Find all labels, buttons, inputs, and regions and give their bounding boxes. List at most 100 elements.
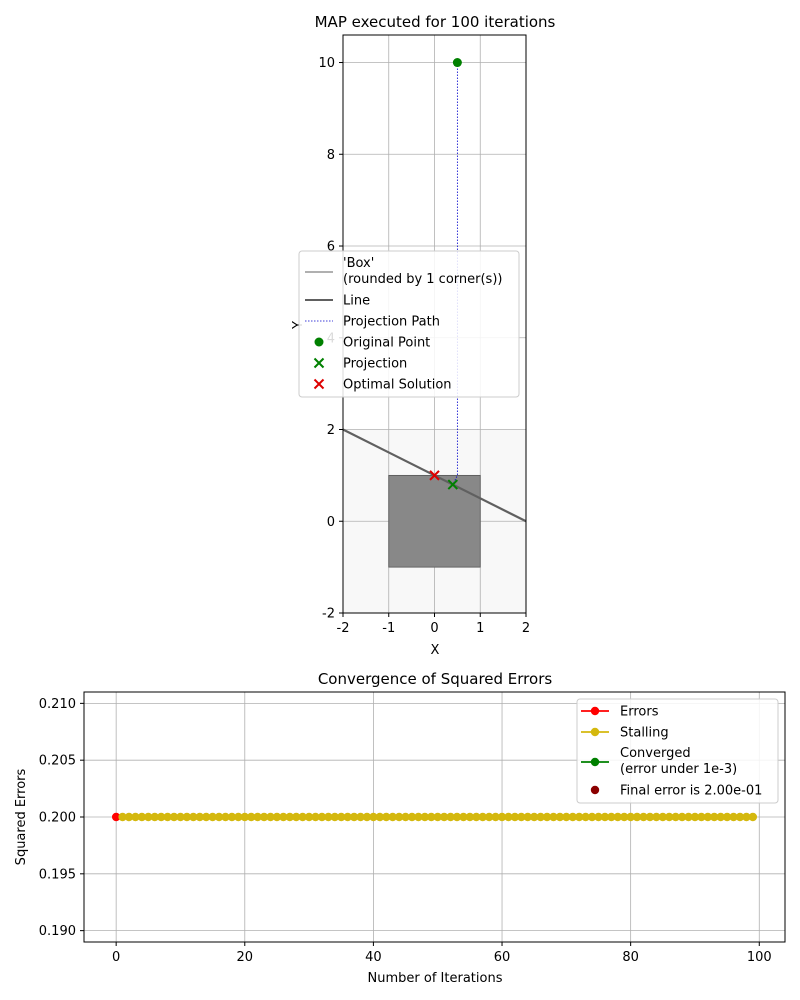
series-point-1-59: [491, 812, 500, 822]
series-point-1-32: [317, 812, 327, 822]
legend-label-4: Projection: [343, 357, 407, 372]
series-point-1-48: [420, 812, 430, 822]
chart2-xlabel: Number of Iterations: [368, 971, 503, 986]
series-point-1-78: [613, 812, 622, 822]
series-point-1-57: [478, 812, 487, 822]
series-point-1-40: [369, 812, 378, 822]
series-point-1-30: [304, 812, 314, 822]
series-point-1-88: [677, 812, 687, 822]
chart1-ytick-label: 0: [327, 515, 335, 530]
chart1-xlabel: X: [431, 643, 440, 658]
series-point-1-12: [189, 812, 198, 822]
series-point-1-5: [144, 812, 153, 822]
series-point-1-93: [710, 812, 719, 822]
series-point-1-82: [639, 812, 648, 822]
series-point-1-37: [349, 812, 359, 822]
series-point-1-18: [227, 812, 237, 822]
series-point-1-41: [375, 812, 385, 822]
chart1-ytick-label: 2: [327, 423, 335, 438]
series-point-1-38: [356, 812, 365, 822]
legend2-handle-dot-0: [590, 706, 600, 716]
series-point-1-15: [208, 812, 217, 822]
series-point-1-4: [137, 812, 147, 822]
series-point-1-53: [452, 812, 462, 822]
series-point-1-68: [549, 812, 558, 822]
series-point-1-60: [497, 812, 507, 822]
series-point-1-7: [156, 812, 166, 822]
series-point-1-22: [253, 812, 262, 822]
series-point-1-1: [118, 812, 127, 822]
series-point-1-35: [337, 812, 346, 822]
series-point-1-58: [484, 812, 494, 822]
series-point-1-73: [581, 812, 590, 822]
series-point-1-91: [697, 812, 706, 822]
legend2-handle-dot-3: [590, 785, 600, 795]
legend-label-2: Projection Path: [343, 315, 440, 330]
series-point-1-62: [510, 812, 520, 822]
series-point-1-64: [523, 812, 532, 822]
chart1-legend-box: [298, 250, 520, 398]
series-point-1-20: [240, 812, 249, 822]
series-point-1-90: [690, 812, 700, 822]
chart2-ytick-label: 0.205: [39, 754, 76, 769]
box-constraint: [388, 474, 481, 568]
series-point-1-47: [414, 812, 423, 822]
series-point-1-3: [131, 812, 140, 822]
legend-label-5: Optimal Solution: [343, 378, 452, 393]
series-point-1-33: [324, 812, 333, 822]
chart1-ytick-label: 8: [327, 148, 335, 163]
series-point-1-25: [272, 812, 282, 822]
series-point-1-46: [407, 812, 417, 822]
chart1-title: MAP executed for 100 iterations: [315, 13, 556, 31]
series-point-1-95: [722, 812, 732, 822]
chart1-xtick-label: 0: [430, 621, 438, 636]
series-point-1-61: [504, 812, 513, 822]
series-point-1-94: [716, 812, 725, 822]
series-point-1-17: [221, 812, 230, 822]
chart2-xtick-label: 60: [494, 950, 511, 965]
legend-label-0-line2: (rounded by 1 corner(s)): [343, 272, 502, 287]
series-point-1-29: [298, 812, 307, 822]
series-point-1-75: [594, 812, 603, 822]
series-point-1-19: [234, 812, 243, 822]
projection-marker-stroke-b: [447, 479, 459, 490]
chart1-xtick-label: 2: [522, 621, 530, 636]
series-point-1-99: [748, 812, 758, 822]
series-errors: [111, 812, 121, 822]
series-point-1-50: [433, 812, 442, 822]
legend-label-3: Original Point: [343, 336, 430, 351]
projection-chart: MAP executed for 100 iterations X Y -2-1…: [291, 13, 556, 658]
series-point-1-9: [169, 812, 179, 822]
series-point-0-0: [111, 812, 121, 822]
series-point-1-56: [472, 812, 481, 822]
legend2-label-2: Converged: [620, 746, 691, 761]
chart2-ytick-label: 0.195: [39, 867, 76, 882]
series-point-1-70: [562, 812, 571, 822]
series-point-1-98: [742, 812, 751, 822]
series-point-1-92: [703, 812, 713, 822]
chart2-ytick-label: 0.190: [39, 924, 76, 939]
chart2-legend: Errors Stalling Converged(error under 1e-3…: [576, 698, 779, 804]
series-point-1-6: [150, 812, 159, 822]
chart2-xtick-label: 20: [237, 950, 254, 965]
legend2-handle-dot-2: [590, 757, 600, 767]
series-point-1-27: [285, 812, 294, 822]
original-point-marker: [452, 58, 462, 68]
series-point-1-43: [388, 812, 397, 822]
legend-handle-4-stroke-b: [313, 357, 325, 369]
series-point-1-44: [394, 812, 404, 822]
series-point-1-72: [575, 812, 584, 822]
series-point-1-77: [607, 812, 616, 822]
series-point-1-69: [555, 812, 565, 822]
series-point-1-36: [343, 812, 352, 822]
series-point-1-8: [163, 812, 172, 822]
series-point-1-54: [459, 812, 468, 822]
convergence-chart: Convergence of Squared Errors Number of …: [14, 670, 786, 986]
chart1-ytick-label: -2: [322, 607, 335, 622]
series-point-1-97: [735, 812, 745, 822]
series-point-1-79: [620, 812, 629, 822]
series-point-1-11: [182, 812, 192, 822]
chart2-xtick-label: 0: [112, 950, 120, 965]
legend-handle-4: [313, 357, 325, 369]
series-point-1-74: [587, 812, 597, 822]
